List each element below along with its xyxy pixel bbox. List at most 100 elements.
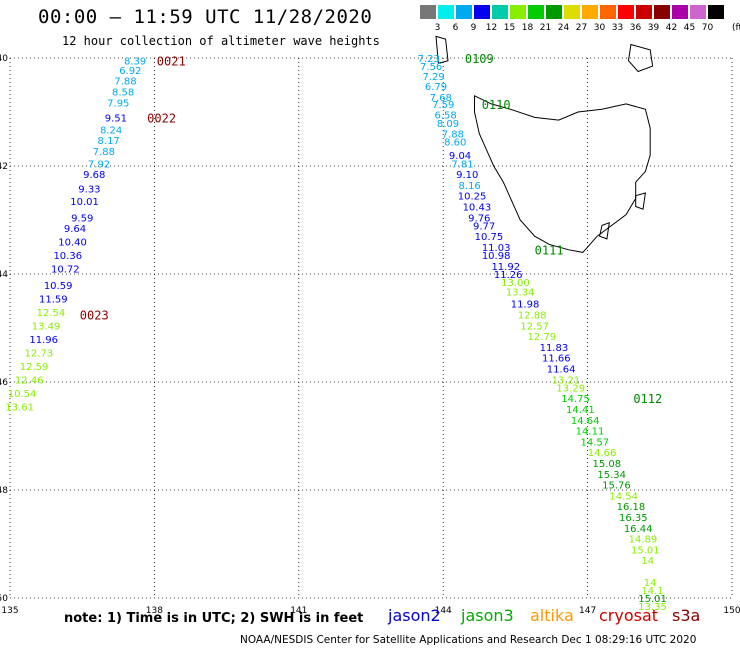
scale-tick-label: 9	[470, 23, 477, 33]
wave-height-label: 14.11	[576, 427, 605, 438]
wave-height-label: 13.00	[501, 278, 530, 289]
y-tick-label: -50	[0, 594, 8, 604]
wave-height-label: 7.88	[442, 130, 464, 141]
note-text: note: 1) Time is in UTC; 2) SWH is in fe…	[64, 611, 364, 626]
wave-height-label: 16.18	[617, 502, 646, 513]
y-tick-label: -44	[0, 270, 8, 280]
wave-height-label: 7.88	[93, 147, 115, 158]
scale-swatch	[420, 5, 437, 19]
wave-height-label: 13.21	[552, 375, 581, 386]
scale-tick-label: 42	[665, 23, 678, 33]
wave-height-label: 15.01	[638, 594, 667, 605]
wave-height-label: 8.58	[112, 87, 134, 98]
scale-swatch	[582, 5, 599, 19]
time-label: 0109	[465, 52, 494, 66]
scale-swatch	[636, 5, 653, 19]
wave-height-label: 9.04	[449, 151, 471, 162]
scale-swatch	[708, 5, 725, 19]
wave-height-label: 14.75	[561, 394, 590, 405]
wave-height-label: 7.56	[420, 62, 442, 73]
scale-swatch	[438, 5, 455, 19]
scale-tick-label: 45	[683, 23, 696, 33]
legend-s3a: s3a	[672, 606, 701, 625]
time-label: 0110	[482, 98, 511, 112]
wave-height-label: 10.01	[70, 197, 99, 208]
wave-height-label: 6.58	[434, 111, 456, 122]
wave-height-label: 6.79	[425, 82, 447, 93]
wave-height-label: 8.16	[459, 181, 481, 192]
wave-height-label: 8.39	[124, 57, 146, 68]
chart-subtitle: 12 hour collection of altimeter wave hei…	[62, 34, 380, 48]
scale-tick-label: 3	[434, 23, 441, 33]
scale-tick-label: 15	[503, 23, 516, 33]
time-label: 0022	[147, 111, 176, 125]
scale-tick-label: 39	[647, 23, 660, 33]
wave-height-label: 12.79	[528, 332, 557, 343]
wave-height-label: 10.40	[58, 238, 87, 249]
legend-jason2: jason2	[388, 606, 441, 625]
wave-height-label: 12.59	[20, 362, 49, 373]
wave-height-label: 9.64	[64, 224, 86, 235]
wave-height-label: 9.10	[456, 170, 478, 181]
scale-tick-label: 33	[611, 23, 624, 33]
wave-height-label: 14.64	[571, 416, 600, 427]
wave-height-label: 15.01	[631, 545, 660, 556]
wave-height-label: 14	[644, 578, 657, 589]
y-tick-label: -46	[0, 378, 8, 388]
wave-height-label: 11.96	[29, 335, 58, 346]
y-tick-label: -48	[0, 486, 8, 496]
wave-height-label: 13.49	[32, 321, 61, 332]
scale-tick-label: 12	[485, 23, 498, 33]
scale-swatch	[456, 5, 473, 19]
wave-height-label: 9.77	[473, 221, 495, 232]
wave-height-label: 16.44	[624, 524, 653, 535]
wave-height-label: 12.54	[37, 308, 66, 319]
time-label: 0023	[80, 309, 109, 323]
wave-height-label: 14.54	[609, 491, 638, 502]
wave-height-label: 7.81	[451, 159, 473, 170]
wave-height-label: 14.66	[588, 448, 617, 459]
scale-tick-label: 24	[557, 23, 570, 33]
wave-height-label: 8.09	[437, 119, 459, 130]
wave-height-label: 10.36	[53, 251, 82, 262]
wave-height-label: 9.33	[78, 185, 100, 196]
wave-height-label: 13.35	[638, 602, 667, 613]
scale-tick-label: 70	[701, 23, 714, 33]
wave-height-label: 10.43	[463, 203, 492, 214]
x-tick-label: 138	[146, 606, 163, 616]
island-outline	[435, 35, 449, 65]
wave-height-label: 13.34	[506, 287, 535, 298]
wave-height-label: 9.68	[83, 170, 105, 181]
legend-altika: altika	[530, 606, 574, 625]
wave-height-label: 14	[641, 556, 654, 567]
wave-height-label: 12.73	[25, 348, 54, 359]
wave-height-label: 15.34	[597, 470, 626, 481]
scale-swatch	[564, 5, 581, 19]
scale-swatch	[690, 5, 707, 19]
footer-credit: NOAA/NESDIS Center for Satellite Applica…	[240, 634, 697, 646]
wave-height-label: 8.17	[98, 136, 120, 147]
wave-height-label: 14.1	[641, 586, 663, 597]
wave-height-label: 9.51	[105, 113, 127, 124]
wave-height-label: 12.88	[518, 311, 547, 322]
wave-height-label: 10.25	[458, 192, 487, 203]
wave-height-label: 14.89	[629, 535, 658, 546]
scale-tick-label: 36	[629, 23, 642, 33]
island-outline	[599, 221, 610, 240]
wave-height-label: 11.03	[482, 243, 511, 254]
scale-swatch	[600, 5, 617, 19]
wave-height-label: 13.61	[5, 402, 34, 413]
tasmania-coastline	[474, 95, 651, 253]
scale-swatch	[672, 5, 689, 19]
time-label: 0021	[157, 55, 186, 69]
scale-swatch	[654, 5, 671, 19]
wave-height-label: 8.24	[100, 125, 122, 136]
x-tick-label: 135	[1, 606, 18, 616]
scale-tick-label: 18	[521, 23, 534, 33]
legend-cryosat: cryosat	[599, 606, 659, 625]
x-tick-label: 150	[723, 606, 740, 616]
wave-height-label: 11.64	[547, 365, 576, 376]
wave-height-label: 7.68	[430, 93, 452, 104]
wave-height-label: 15.76	[602, 481, 631, 492]
